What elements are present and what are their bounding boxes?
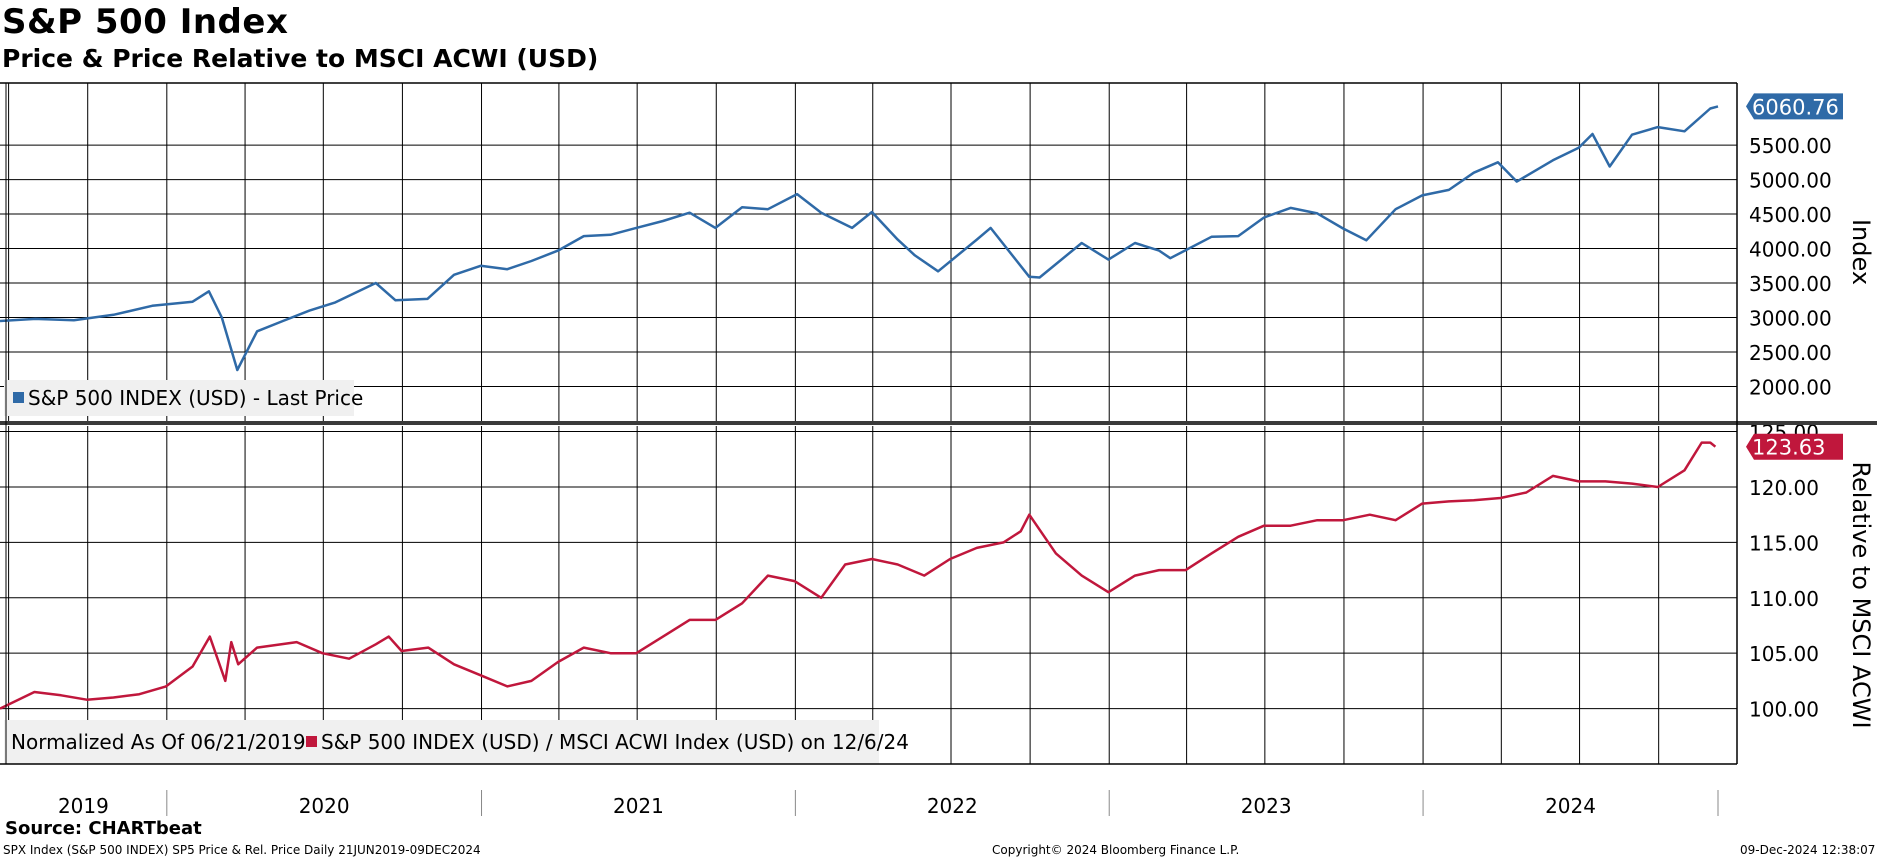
- y-tick-label: 2000.00: [1749, 376, 1832, 400]
- x-year-label: 2019: [58, 794, 109, 818]
- series-line-price: [0, 105, 1719, 372]
- last-value-label: 6060.76: [1752, 95, 1839, 119]
- last-value-box: [1746, 433, 1843, 460]
- x-year-label: 2022: [927, 794, 978, 818]
- source-label: Source: CHARTbeat: [5, 818, 202, 839]
- y-tick-label: 2500.00: [1749, 341, 1832, 365]
- legend-normalized-label: Normalized As Of 06/21/2019: [11, 730, 306, 754]
- grid-lines: [0, 83, 1737, 764]
- chart-title: S&P 500 Index: [2, 2, 289, 42]
- chart-subtitle: Price & Price Relative to MSCI ACWI (USD…: [2, 44, 599, 73]
- y-tick-label: 4500.00: [1749, 203, 1832, 227]
- x-year-label: 2020: [299, 794, 350, 818]
- y-tick-label: 3500.00: [1749, 272, 1832, 296]
- legend-box: [4, 380, 354, 416]
- x-year-label: 2021: [613, 794, 664, 818]
- y-tick-label: 5000.00: [1749, 169, 1832, 193]
- series-line-relative: [0, 441, 1717, 710]
- y-tick-label: 105.00: [1749, 642, 1819, 666]
- y-axis-label: Index: [1847, 219, 1875, 285]
- footer-timestamp: 09-Dec-2024 12:38:07: [1740, 843, 1876, 857]
- y-tick-label: 4000.00: [1749, 238, 1832, 262]
- legend-label: S&P 500 INDEX (USD) - Last Price: [28, 386, 363, 410]
- y-axis-label: Relative to MSCI ACWI: [1847, 461, 1875, 728]
- legend-swatch: [13, 392, 24, 403]
- legend-box: [4, 720, 879, 764]
- last-value-tag: 123.63: [1746, 433, 1843, 460]
- y-tick-label: 100.00: [1749, 698, 1819, 722]
- last-value-tag: 6060.76: [1746, 93, 1843, 120]
- last-value-box: [1746, 93, 1843, 120]
- y-tick-label: 3000.00: [1749, 307, 1832, 331]
- y-tick-label: 5500.00: [1749, 134, 1832, 158]
- x-year-label: 2024: [1545, 794, 1596, 818]
- y-tick-label: 115.00: [1749, 531, 1819, 555]
- y-tick-label: 110.00: [1749, 587, 1819, 611]
- legend-label: S&P 500 INDEX (USD) / MSCI ACWI Index (U…: [321, 730, 909, 754]
- x-year-label: 2023: [1241, 794, 1292, 818]
- footer-description: SPX Index (S&P 500 INDEX) SP5 Price & Re…: [3, 843, 481, 857]
- last-value-label: 123.63: [1752, 436, 1825, 460]
- y-tick-label: 120.00: [1749, 476, 1819, 500]
- legend-swatch: [306, 736, 317, 747]
- footer-copyright: Copyright© 2024 Bloomberg Finance L.P.: [992, 843, 1240, 857]
